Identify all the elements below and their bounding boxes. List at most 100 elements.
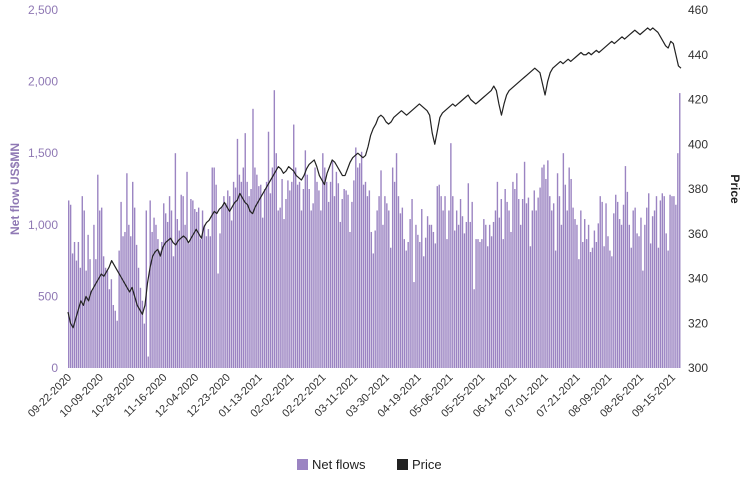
net-flow-bar — [102, 256, 105, 368]
net-flow-bar — [157, 239, 159, 368]
net-flow-bar — [413, 282, 415, 368]
net-flow-bar — [481, 239, 483, 368]
net-flow-bar — [293, 124, 295, 368]
net-flow-bar — [494, 210, 497, 368]
net-flow-bar — [679, 93, 681, 368]
net-flow-bar — [172, 256, 175, 368]
net-flow-bar — [609, 250, 611, 368]
right-tick-label: 340 — [688, 272, 708, 286]
net-flow-bar — [114, 310, 116, 368]
net-flow-bar — [405, 250, 407, 368]
net-flow-bar — [112, 304, 115, 368]
net-flow-bar — [554, 250, 557, 368]
net-flow-bar — [655, 196, 658, 368]
net-flow-bar — [116, 320, 118, 368]
net-flow-bar — [227, 190, 229, 368]
net-flow-bar — [492, 221, 495, 368]
net-flow-bar — [397, 196, 400, 368]
net-flow-bar — [213, 167, 215, 368]
net-flow-bar — [104, 267, 107, 368]
net-flow-bar — [523, 161, 526, 368]
net-flow-bar — [95, 259, 97, 368]
net-flow-bar — [370, 231, 373, 368]
net-flow-bar — [130, 236, 132, 368]
net-flow-bar — [613, 213, 615, 368]
net-flow-bar — [616, 201, 619, 368]
net-flow-bar — [506, 201, 508, 368]
net-flow-bar — [91, 290, 93, 368]
net-flow-bar — [135, 244, 138, 368]
net-flow-bar — [137, 267, 140, 368]
net-flow-bar — [312, 203, 314, 368]
net-flow-bar — [85, 270, 87, 368]
net-flow-bar — [203, 224, 206, 368]
net-flow-bar — [221, 206, 223, 368]
net-flow-bar — [306, 174, 308, 368]
net-flow-bar — [401, 207, 404, 368]
net-flow-bar — [421, 209, 423, 368]
net-flow-bar — [201, 210, 204, 368]
net-flow-bar — [182, 196, 184, 368]
net-flow-bar — [415, 224, 417, 368]
net-flow-bar — [374, 230, 376, 368]
net-flow-bar — [502, 239, 504, 368]
net-flow-bar — [446, 239, 448, 368]
net-flow-bar — [539, 187, 541, 368]
net-flow-bar — [562, 153, 565, 368]
net-flow-bar — [547, 160, 549, 368]
net-flow-bar — [419, 241, 421, 368]
left-tick-label: 2,500 — [28, 3, 58, 17]
net-flow-bar — [498, 217, 501, 368]
net-flow-bar — [269, 193, 272, 368]
net-flow-bar — [223, 196, 225, 368]
net-flow-bar — [258, 186, 260, 368]
net-flow-bar — [473, 289, 475, 368]
x-axis-ticks: 09-22-202010-09-202010-28-202011-16-2020… — [26, 372, 678, 420]
net-flow-bar — [300, 210, 303, 368]
net-flow-bar — [327, 201, 330, 368]
net-flow-bar — [386, 203, 388, 368]
net-flow-bar — [500, 199, 502, 368]
net-flow-bar — [211, 167, 213, 368]
net-flow-bars — [68, 90, 681, 368]
net-flow-bar — [653, 210, 656, 368]
net-flow-bar — [93, 224, 95, 368]
net-flow-bar — [188, 243, 190, 368]
net-flow-bar — [545, 178, 547, 368]
net-flow-bar — [531, 210, 534, 368]
net-flow-bar — [409, 219, 411, 368]
net-flow-bar — [487, 246, 489, 368]
net-flow-bar — [279, 207, 281, 368]
net-flow-bar — [355, 147, 357, 368]
net-flow-bar — [118, 250, 120, 368]
net-flow-bar — [624, 166, 627, 368]
net-flow-bar — [236, 138, 239, 368]
net-flow-bar — [318, 190, 320, 368]
net-flow-bar — [99, 210, 101, 368]
net-flow-bar — [143, 323, 146, 368]
net-flow-bar — [566, 210, 568, 368]
net-flow-bar — [333, 196, 336, 368]
net-flow-bar — [599, 196, 601, 368]
net-flow-bar — [248, 196, 250, 368]
net-flow-bar — [574, 219, 576, 368]
net-flow-bar — [372, 253, 374, 368]
net-flow-bar — [283, 219, 285, 368]
net-flow-bar — [196, 211, 198, 368]
net-flow-bar — [159, 250, 161, 368]
net-flow-bar — [514, 189, 516, 368]
net-flow-bar — [399, 213, 402, 368]
net-flow-bar — [454, 230, 456, 368]
net-flow-bar — [155, 224, 157, 368]
net-flow-bar — [440, 196, 442, 368]
net-flow-bar — [302, 189, 305, 368]
net-flow-bar — [438, 184, 440, 368]
net-flow-bar — [126, 173, 128, 368]
net-flow-bar — [510, 231, 512, 368]
net-flow-bar — [256, 174, 258, 368]
net-flow-bar — [632, 210, 634, 368]
net-flow-bar — [166, 221, 169, 368]
net-flow-bar — [667, 250, 669, 368]
net-flow-bar — [281, 178, 283, 368]
net-flow-bar — [388, 210, 390, 368]
